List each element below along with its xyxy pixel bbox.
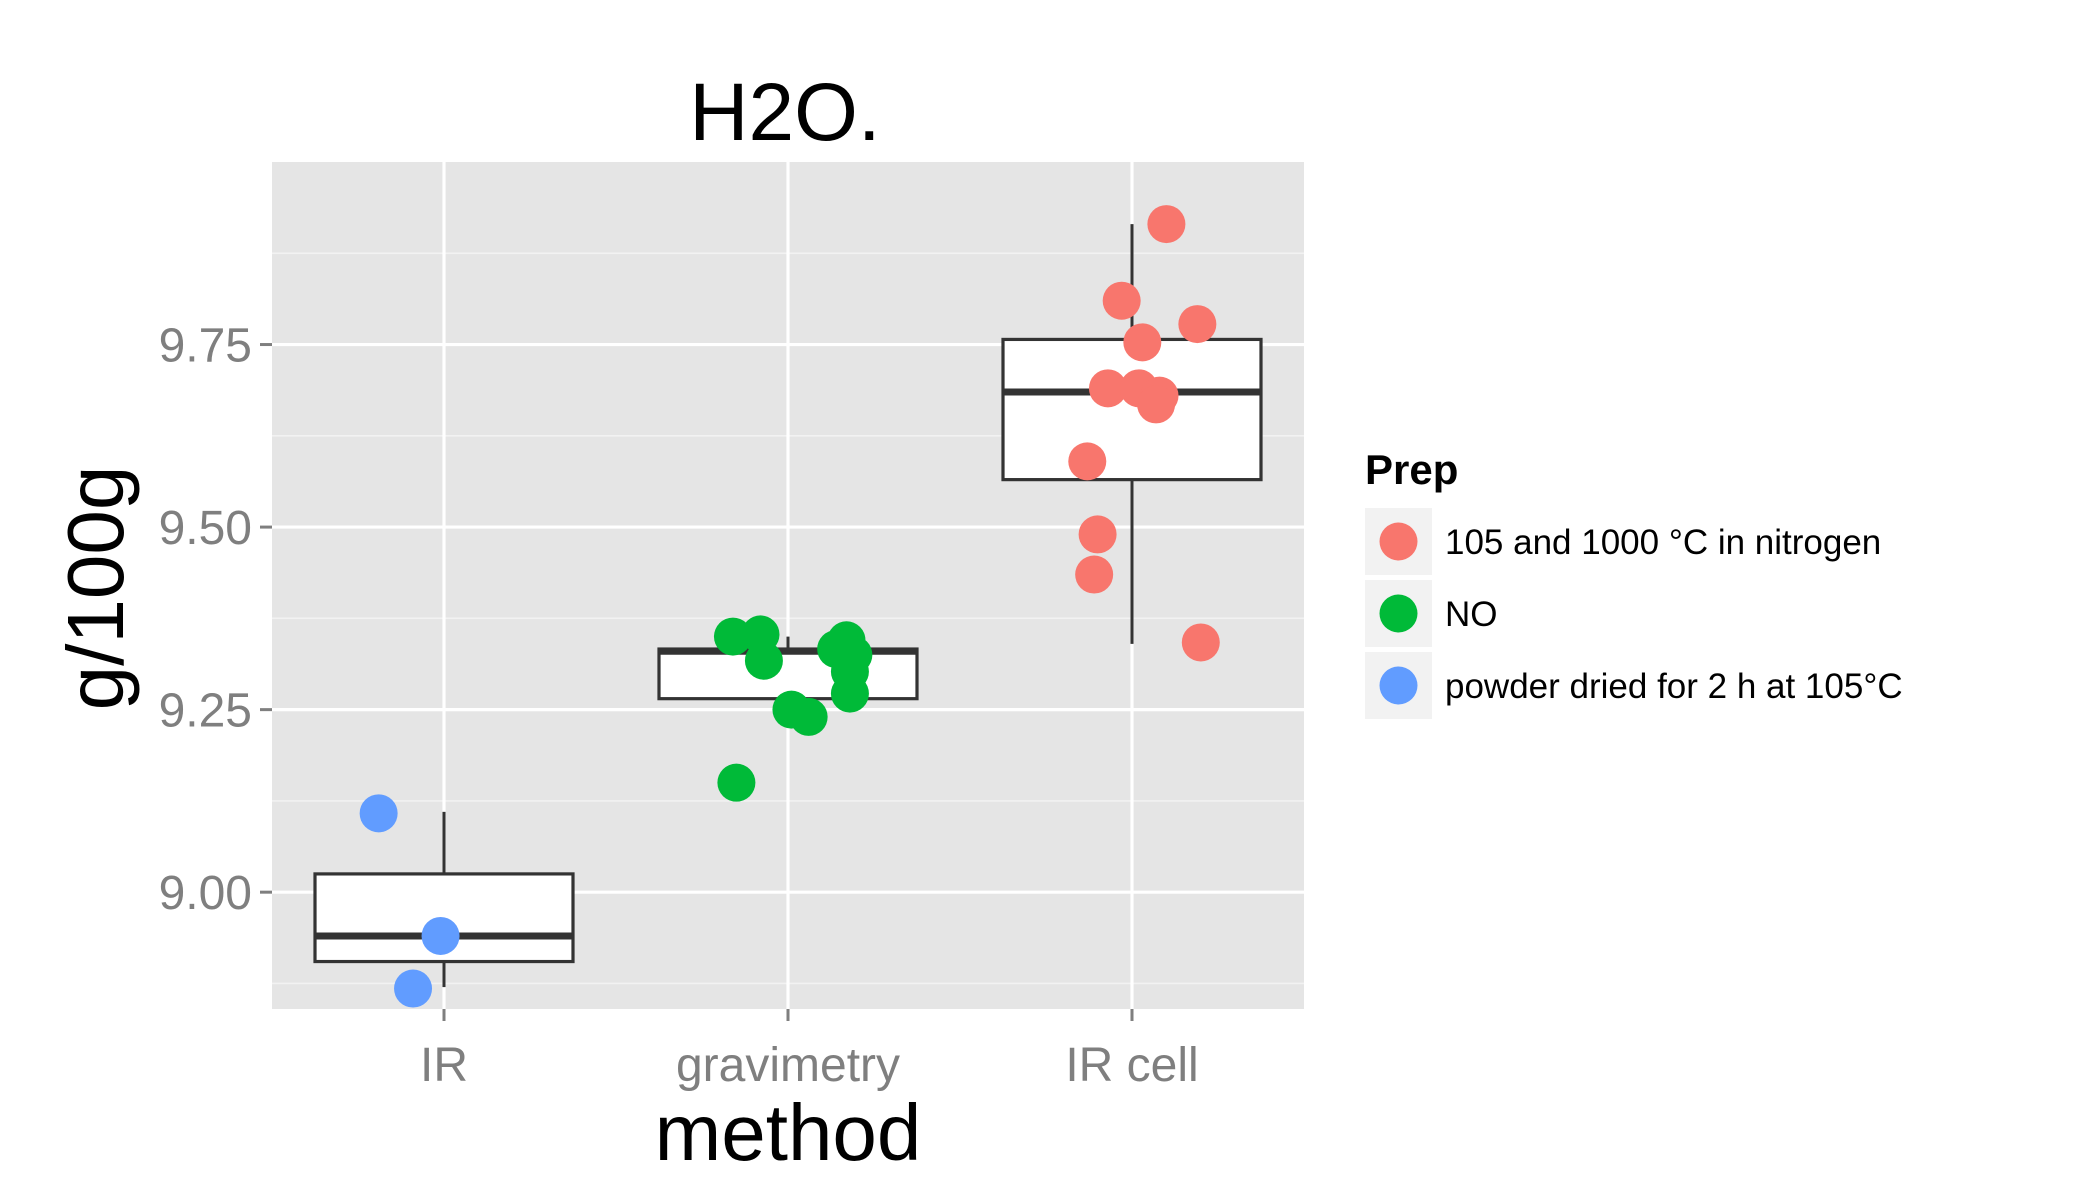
- data-point: [1178, 305, 1217, 344]
- x-axis-title: method: [655, 1088, 922, 1177]
- data-point: [717, 763, 756, 802]
- y-axis: 9.00 9.25 9.50 9.75: [159, 320, 272, 920]
- data-point: [1078, 515, 1117, 554]
- data-point: [359, 794, 398, 833]
- data-point: [394, 969, 433, 1008]
- data-point: [1102, 281, 1141, 320]
- point-layer: [359, 205, 1220, 1008]
- data-point: [713, 617, 752, 656]
- legend-label: 105 and 1000 °C in nitrogen: [1445, 523, 1881, 562]
- x-tick-label: IR: [420, 1039, 468, 1092]
- legend-swatch: [1379, 522, 1418, 561]
- data-point: [421, 916, 460, 955]
- y-tick-label: 9.75: [159, 320, 252, 373]
- legend-title: Prep: [1365, 446, 1458, 493]
- data-point: [1147, 205, 1186, 244]
- legend: Prep 105 and 1000 °C in nitrogen NO powder…: [1365, 446, 1903, 719]
- box: [1001, 337, 1263, 482]
- x-tick-label: gravimetry: [676, 1039, 900, 1092]
- legend-swatch: [1379, 594, 1418, 633]
- y-axis-title: g/100g: [51, 466, 140, 711]
- data-point: [789, 697, 828, 736]
- x-axis: IR gravimetry IR cell: [420, 1009, 1199, 1092]
- chart-title: H2O.: [689, 67, 880, 158]
- data-point: [1088, 369, 1127, 408]
- y-tick-label: 9.25: [159, 685, 252, 738]
- data-point: [1181, 623, 1220, 662]
- legend-label: NO: [1445, 595, 1498, 634]
- legend-label: powder dried for 2 h at 105°C: [1445, 667, 1903, 706]
- box: [657, 647, 919, 701]
- data-point: [1123, 323, 1162, 362]
- y-tick-label: 9.50: [159, 502, 252, 555]
- legend-swatch: [1379, 666, 1418, 705]
- x-tick-label: IR cell: [1065, 1039, 1198, 1092]
- data-point: [830, 674, 869, 713]
- data-point: [1068, 442, 1107, 481]
- y-tick-label: 9.00: [159, 867, 252, 920]
- data-point: [1075, 555, 1114, 594]
- data-point: [1137, 385, 1176, 424]
- data-point: [744, 641, 783, 680]
